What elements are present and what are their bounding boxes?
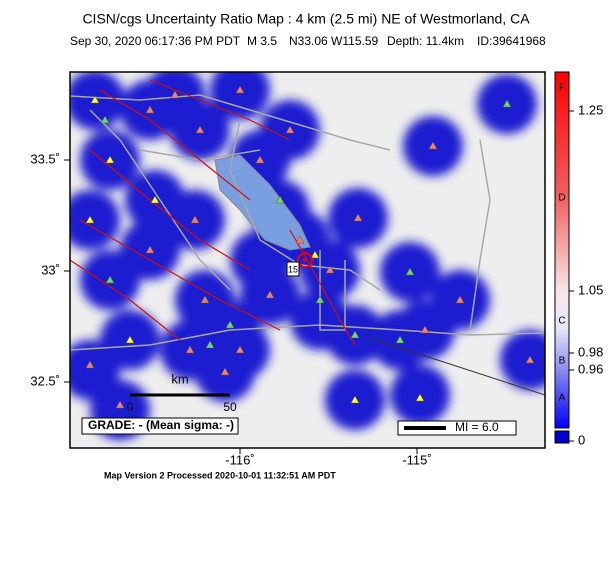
station xyxy=(353,213,363,222)
station xyxy=(275,195,285,204)
legend: MI = 6.0 xyxy=(455,420,499,434)
colorbar-zero xyxy=(554,430,570,444)
uncertainty-area xyxy=(500,330,545,390)
station xyxy=(265,290,275,299)
colorbar xyxy=(554,71,570,429)
station xyxy=(90,95,100,104)
station xyxy=(415,393,425,402)
station xyxy=(125,335,135,344)
epicenter xyxy=(297,252,313,268)
border xyxy=(369,337,545,396)
station xyxy=(105,275,115,284)
station xyxy=(255,155,265,164)
station xyxy=(325,265,335,274)
station xyxy=(285,125,295,134)
stations xyxy=(85,85,535,409)
uncertainty-area xyxy=(145,72,205,125)
shield xyxy=(286,261,300,277)
station xyxy=(235,345,245,354)
station xyxy=(85,360,95,369)
scale-end: 50 xyxy=(223,400,237,414)
station xyxy=(205,340,215,349)
colorbar-label: 0.98 xyxy=(578,344,603,359)
station xyxy=(350,395,360,404)
grade-letter: D xyxy=(558,193,565,204)
roads xyxy=(70,94,545,351)
epicenter-dot xyxy=(303,258,307,262)
grade-box xyxy=(81,417,239,435)
event-id: ID:39641968 xyxy=(477,34,546,48)
title: CISN/cgs Uncertainty Ratio Map : 4 km (2… xyxy=(82,11,530,27)
colorbar-label: 0.96 xyxy=(578,361,603,376)
lat-label: 33˚ xyxy=(41,262,60,277)
station xyxy=(420,325,430,334)
station xyxy=(195,125,205,134)
faults xyxy=(70,79,356,346)
legend-box xyxy=(397,420,517,436)
station xyxy=(350,330,360,339)
scale-start: 0 xyxy=(127,400,134,414)
grade-letter: F xyxy=(559,83,565,94)
uncertainty-area xyxy=(70,190,120,250)
uncertainty-area xyxy=(210,72,270,120)
station xyxy=(428,141,438,150)
station xyxy=(525,355,535,364)
station xyxy=(315,295,325,304)
scale-unit: km xyxy=(171,371,188,386)
grade-letter: A xyxy=(559,393,566,404)
station xyxy=(235,85,245,94)
station xyxy=(150,195,160,204)
map: 15 km 0 50 GRADE: - (Mean sigma: -) MI =… xyxy=(70,72,545,448)
lat-label: 33.5˚ xyxy=(30,151,60,166)
station xyxy=(405,267,415,276)
station xyxy=(185,345,195,354)
grade-letter: B xyxy=(559,356,566,367)
colorbar-label: 0 xyxy=(578,432,585,447)
station xyxy=(395,335,405,344)
station xyxy=(225,320,235,329)
footer: Map Version 2 Processed 2020-10-01 11:32… xyxy=(104,470,336,480)
station xyxy=(170,90,180,99)
station xyxy=(85,215,95,224)
station xyxy=(105,155,115,164)
station xyxy=(502,99,512,108)
station xyxy=(190,215,200,224)
depth: Depth: 11.4km xyxy=(387,34,464,48)
station xyxy=(455,295,465,304)
colorbar-label: 1.25 xyxy=(578,102,603,117)
grade: GRADE: - (Mean sigma: -) xyxy=(88,418,234,432)
station xyxy=(200,295,210,304)
map-frame xyxy=(69,71,546,449)
station xyxy=(100,115,110,124)
station xyxy=(145,245,155,254)
station xyxy=(220,367,230,376)
station xyxy=(310,250,320,259)
grade-letter: C xyxy=(558,316,565,327)
lon-label: -115˚ xyxy=(402,452,431,467)
date: Sep 30, 2020 06:17:36 PM PDT xyxy=(70,34,241,48)
lat-label: 32.5˚ xyxy=(30,373,60,388)
station xyxy=(145,105,155,114)
shield-label: 15 xyxy=(288,264,298,274)
magnitude: M 3.5 xyxy=(247,34,277,48)
station xyxy=(295,235,305,244)
colorbar-label: 1.05 xyxy=(578,282,603,297)
lon-label: -116˚ xyxy=(225,452,254,467)
location: N33.06 W115.59 xyxy=(289,34,378,48)
station xyxy=(115,400,125,409)
